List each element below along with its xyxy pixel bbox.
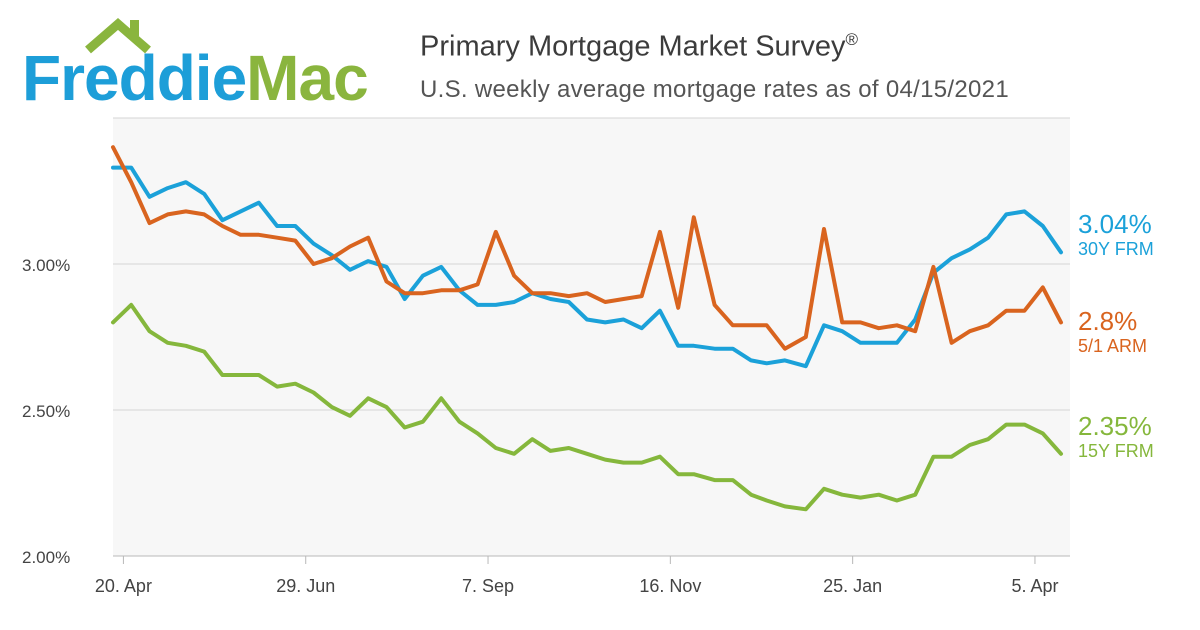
end-label-value: 2.8%	[1078, 306, 1138, 336]
end-label-value: 3.04%	[1078, 209, 1152, 239]
end-label-name: 15Y FRM	[1078, 441, 1154, 461]
end-label-15y-frm: 2.35% 15Y FRM	[1078, 412, 1154, 462]
logo-roof-icon	[85, 18, 151, 54]
x-tick-label: 16. Nov	[639, 576, 701, 596]
logo-wordmark: FreddieMac	[22, 42, 368, 114]
logo-chimney-icon	[130, 20, 139, 36]
logo-graphic: FreddieMac	[22, 18, 369, 114]
chart-subtitle: U.S. weekly average mortgage rates as of…	[420, 76, 1009, 103]
plot-area	[113, 118, 1070, 556]
y-tick-label: 2.50%	[22, 402, 70, 421]
chart-title: Primary Mortgage Market Survey®	[420, 30, 858, 64]
y-tick-label: 2.00%	[22, 548, 70, 567]
end-label-5-1-arm: 2.8% 5/1 ARM	[1078, 307, 1147, 357]
end-label-30y-frm: 3.04% 30Y FRM	[1078, 210, 1154, 260]
x-tick-label: 25. Jan	[823, 576, 882, 596]
end-label-value: 2.35%	[1078, 411, 1152, 441]
x-tick-label: 20. Apr	[95, 576, 152, 596]
x-tick-label: 5. Apr	[1011, 576, 1058, 596]
end-label-name: 5/1 ARM	[1078, 336, 1148, 356]
series-line-15y-frm	[111, 302, 1063, 512]
series-line-5-1-arm	[111, 145, 1063, 351]
series-line-30y-frm	[111, 165, 1063, 369]
y-tick-label: 3.00%	[22, 256, 70, 275]
registered-mark: ®	[845, 30, 858, 49]
chart-title-text: Primary Mortgage Market Survey	[420, 30, 846, 63]
x-tick-label: 29. Jun	[276, 576, 335, 596]
freddie-mac-logo: FreddieMac	[18, 14, 388, 114]
x-tick-label: 7. Sep	[462, 576, 514, 596]
end-label-name: 30Y FRM	[1078, 239, 1154, 259]
